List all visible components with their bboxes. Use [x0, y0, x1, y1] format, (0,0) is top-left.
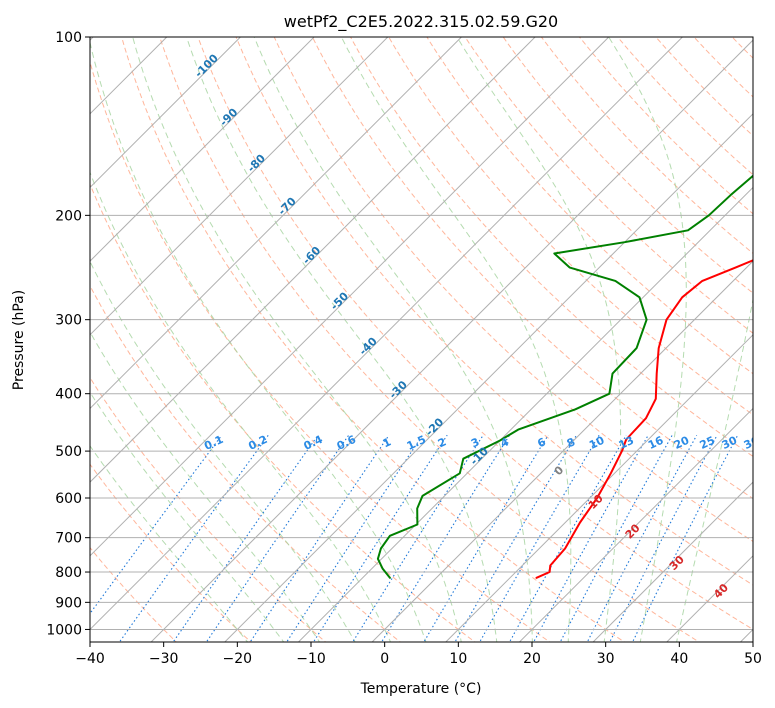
y-tick-label: 500: [55, 444, 82, 460]
temperature-line: [535, 259, 753, 579]
x-tick-label: 10: [449, 651, 467, 667]
y-tick-label: 200: [55, 208, 82, 224]
isotherm-line: [90, 37, 610, 557]
plot-frame: [89, 36, 754, 643]
dry-adiabat-line: [616, 37, 753, 176]
x-tick-label: 30: [597, 651, 615, 667]
y-tick-label: 900: [55, 595, 82, 611]
x-tick-label: 20: [523, 651, 541, 667]
mixing-ratio-label: 36: [742, 434, 762, 452]
dry-adiabat-line: [90, 60, 551, 642]
isotherm-line: [90, 37, 463, 410]
dry-adiabat-line: [464, 37, 753, 334]
y-tick-label: 100: [55, 30, 82, 46]
isotherm-line: [518, 407, 753, 642]
x-tick-label: 40: [670, 651, 688, 667]
mixing-ratio-line: [609, 434, 718, 642]
mixing-ratio-label: 25: [698, 434, 717, 452]
dewpoint-line: [376, 174, 753, 579]
x-tick-label: −10: [296, 651, 326, 667]
isotherm-lines: [90, 37, 753, 642]
x-tick-label: 50: [744, 651, 762, 667]
mixing-ratio-label: 20: [672, 434, 692, 452]
isotherm-line: [150, 39, 753, 642]
sounding-series: [376, 174, 753, 579]
mixing-ratio-label: 16: [646, 434, 666, 452]
x-tick-label: 0: [380, 651, 389, 667]
y-tick-label: 400: [55, 387, 82, 403]
dry-adiabat-line: [235, 37, 753, 586]
mixing-ratio-line: [508, 434, 627, 642]
mixing-ratio-line: [352, 434, 484, 642]
mixing-ratio-line: [533, 434, 649, 642]
isotherm-line: [90, 37, 242, 189]
isotherm-line: [90, 37, 315, 262]
mixing-ratio-label: 30: [720, 434, 740, 452]
x-tick-label: −20: [223, 651, 253, 667]
x-axis-label: Temperature (°C): [360, 681, 482, 697]
isotherm-line: [297, 186, 753, 642]
y-axis-ticks: 100 200 300 400 500 600 700 800 900 1000: [46, 30, 90, 638]
mixing-ratio-line: [479, 434, 600, 642]
y-axis-label: Pressure (hPa): [11, 290, 27, 390]
isotherm-line: [224, 113, 753, 642]
y-tick-label: 600: [55, 491, 82, 507]
dry-adiabat-line: [90, 183, 476, 642]
mixing-ratio-lines: [90, 434, 739, 642]
dry-adiabat-line: [90, 463, 252, 642]
x-axis-ticks: −40 −30 −20 −10 0 10 20 30 40 50: [75, 642, 762, 667]
y-tick-label: 800: [55, 565, 82, 581]
isotherm-line: [592, 481, 753, 642]
plot-area: -100-90-80-70-60-50-40-30-20-100.1 0.2 0.4…: [90, 37, 762, 642]
x-tick-label: −40: [75, 651, 105, 667]
dry-adiabat-line: [159, 37, 701, 642]
dry-adiabats: [90, 37, 753, 642]
y-tick-label: 700: [55, 531, 82, 547]
isotherm-line: [371, 260, 753, 642]
y-tick-label: 1000: [46, 622, 82, 638]
mixing-ratio-line: [423, 434, 549, 642]
isotherm-line: [90, 37, 389, 336]
dry-adiabat-line: [311, 37, 753, 500]
dry-adiabat-line: [197, 37, 753, 631]
chart-title: wetPf2_C2E5.2022.315.02.59.G20: [284, 12, 558, 32]
x-tick-label: −30: [149, 651, 179, 667]
mixing-ratio-line: [118, 434, 269, 642]
mixing-ratio-line: [586, 434, 698, 642]
mixing-ratio-label: 10: [587, 434, 607, 452]
mixing-ratio-label: 13: [617, 434, 636, 452]
isotherm-line: [90, 37, 536, 483]
dry-adiabat-line: [426, 37, 753, 375]
isotherm-line: [90, 37, 684, 631]
isotherm-line: [445, 334, 753, 642]
mixing-ratio-line: [249, 434, 390, 642]
dry-adiabat-line: [540, 37, 753, 254]
moist-adiabat-line: [90, 260, 356, 642]
mixing-ratio-line: [205, 434, 350, 642]
mixing-ratio-line: [559, 434, 673, 642]
dry-adiabat-line: [90, 284, 402, 642]
y-tick-label: 300: [55, 313, 82, 329]
